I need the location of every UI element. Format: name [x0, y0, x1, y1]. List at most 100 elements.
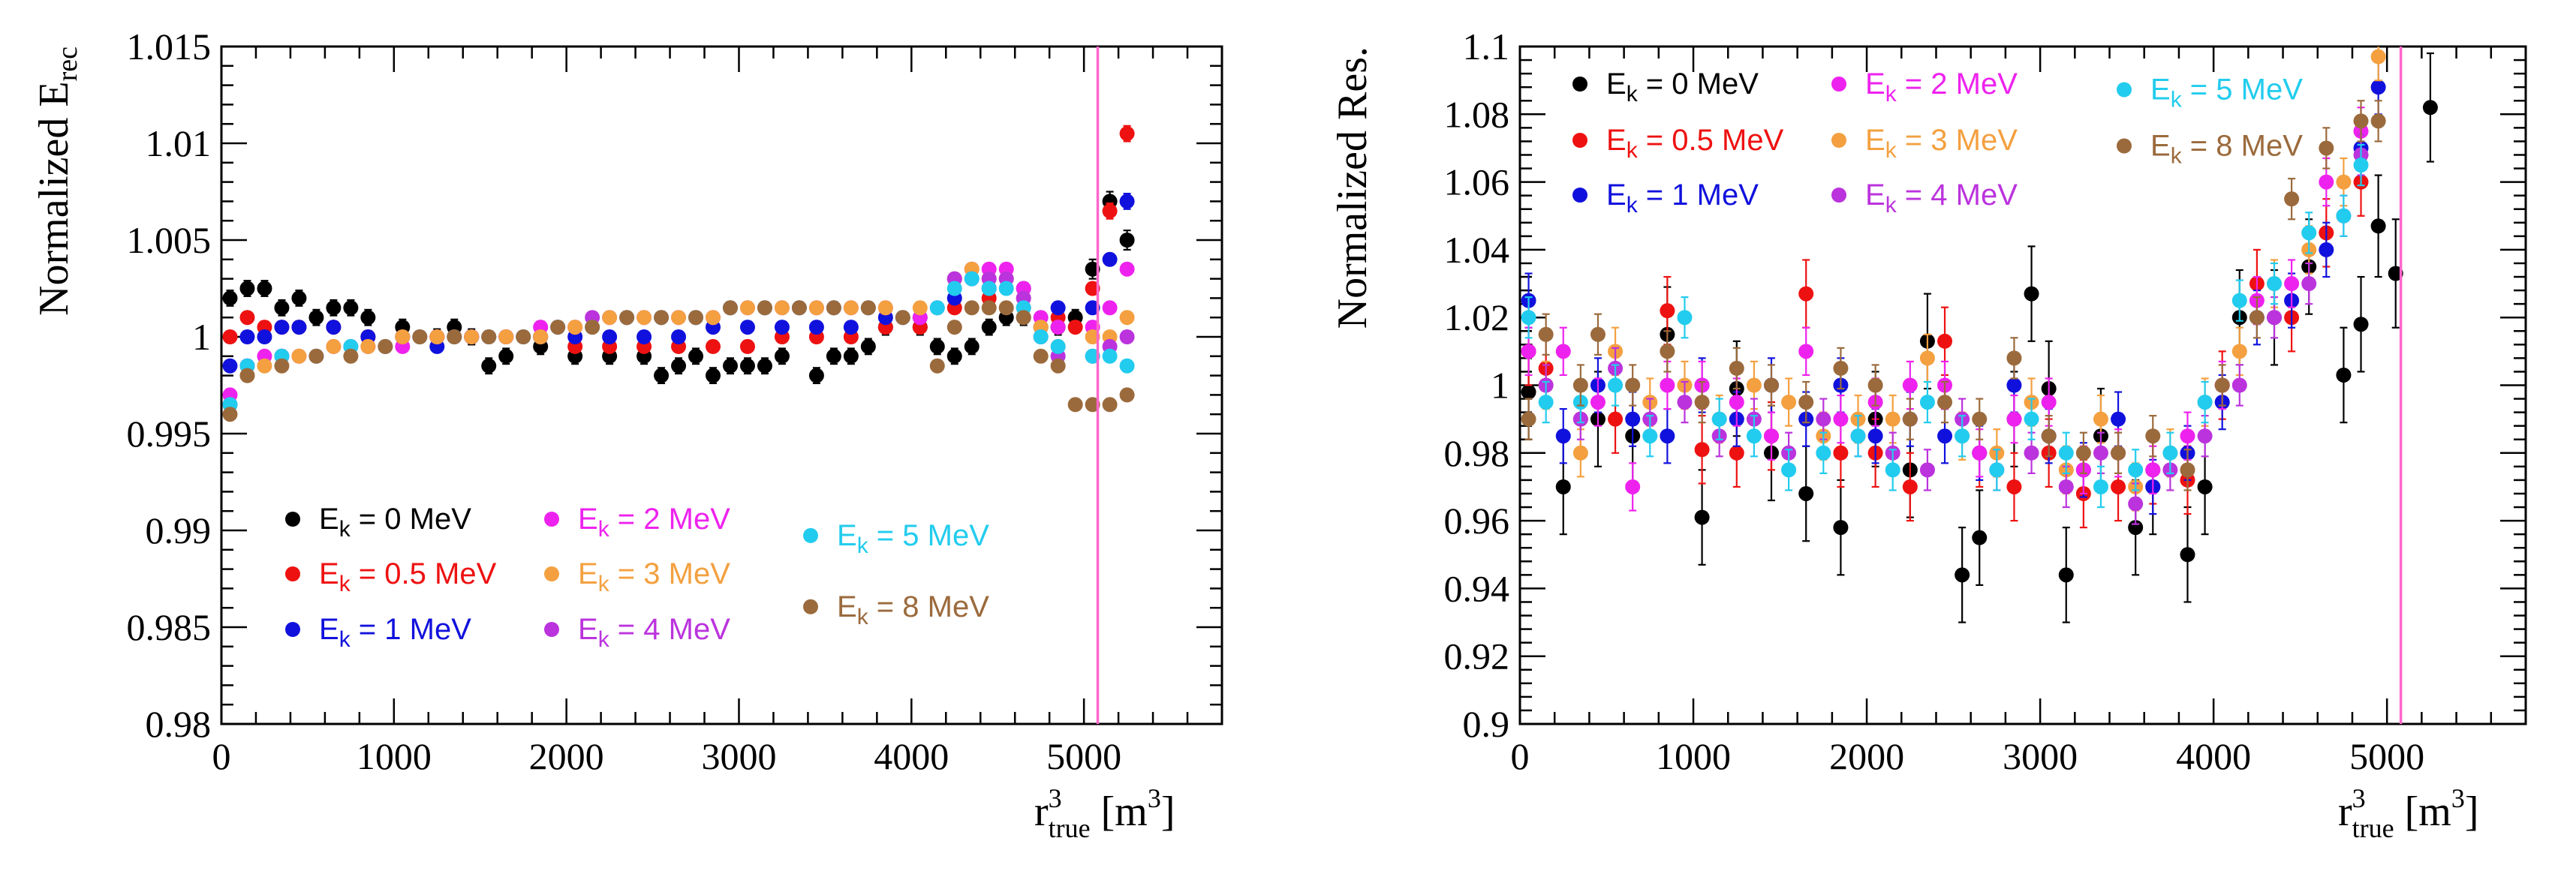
legend-value: 0.5 MeV	[384, 557, 496, 590]
legend-equals: =	[1638, 179, 1672, 212]
legend-subscript: k	[1885, 138, 1897, 163]
legend-prefix: E	[578, 503, 598, 536]
legend-label: Ek = 8 MeV	[837, 590, 989, 629]
data-point	[2058, 479, 2074, 494]
x-axis-title-superscript: 3	[1049, 783, 1062, 813]
data-point	[1833, 411, 1849, 427]
data-point	[343, 348, 359, 364]
legend-item: Ek = 8 MeV	[803, 590, 989, 629]
data-point	[1102, 300, 1118, 316]
y-tick-label: 1.005	[127, 219, 212, 261]
left-panel-energy-scale: 0.98 0.985 0.99 0.995 1 1.005 1.01 1.015 0 1000 20…	[31, 26, 1223, 843]
data-point	[326, 300, 342, 316]
legend-equals: =	[2182, 130, 2216, 163]
data-point	[2111, 445, 2126, 461]
legend-item: Ek = 2 MeV	[544, 503, 730, 542]
data-point	[326, 338, 342, 354]
legend-prefix: E	[319, 613, 339, 646]
legend-subscript: k	[2171, 144, 2183, 169]
data-point	[2214, 377, 2230, 393]
data-point	[2370, 218, 2386, 234]
data-point	[274, 358, 290, 374]
data-point	[257, 358, 272, 374]
data-point	[602, 329, 618, 344]
legend-label: Ek = 1 MeV	[1606, 179, 1759, 218]
legend-label: Ek = 4 MeV	[1865, 179, 2018, 218]
legend-marker	[803, 599, 818, 614]
data-point	[1625, 479, 1641, 494]
data-point	[1850, 428, 1866, 444]
data-point	[843, 348, 859, 364]
data-point	[757, 300, 772, 316]
data-point	[929, 358, 945, 374]
y-tick-label: 1.06	[1444, 161, 1510, 203]
data-point	[1538, 326, 1554, 342]
x-axis-title-units: [m	[1091, 788, 1148, 835]
legend-subscript: k	[1627, 138, 1639, 163]
data-point	[2041, 395, 2057, 410]
data-layer	[1521, 47, 2438, 623]
legend-marker	[1831, 188, 1846, 203]
y-tick-label: 0.92	[1444, 635, 1510, 677]
data-point	[1538, 395, 1554, 410]
legend-subscript: k	[1627, 193, 1639, 218]
data-point	[1555, 344, 1571, 359]
data-point	[360, 310, 376, 326]
data-point	[1694, 395, 1710, 410]
x-axis-title-units-superscript: 3	[1148, 783, 1161, 813]
data-point	[981, 320, 997, 335]
legend-marker	[2117, 138, 2132, 154]
data-point	[533, 329, 549, 344]
data-point	[1937, 428, 1953, 444]
data-point	[998, 300, 1014, 316]
legend-item: Ek = 0.5 MeV	[285, 557, 497, 596]
data-point	[1521, 344, 1536, 359]
data-point	[1085, 261, 1100, 277]
data-point	[2197, 428, 2213, 444]
data-point	[929, 300, 945, 316]
data-point	[516, 329, 531, 344]
legend-label: Ek = 0.5 MeV	[319, 557, 497, 596]
data-point	[239, 281, 255, 296]
y-axis-title-subscript: rec	[52, 47, 83, 81]
y-tick-label: 0.96	[1444, 500, 1510, 542]
data-point	[1033, 348, 1049, 364]
data-point	[602, 310, 618, 326]
legend-prefix: E	[578, 557, 598, 590]
data-point	[1919, 462, 1935, 478]
data-point	[791, 300, 807, 316]
data-point	[1642, 428, 1658, 444]
y-tick-label: 0.98	[146, 703, 212, 745]
y-tick-label: 1.02	[1444, 296, 1510, 338]
data-point	[1085, 300, 1100, 316]
data-point	[1119, 126, 1135, 142]
legend-item: Ek = 0 MeV	[285, 503, 471, 542]
data-point	[912, 300, 928, 316]
data-point	[1781, 395, 1797, 410]
data-point	[1608, 377, 1624, 393]
data-point	[2319, 140, 2334, 156]
y-axis-title: Normalized Erec	[31, 47, 83, 316]
data-point	[1781, 462, 1797, 478]
data-point	[843, 320, 859, 335]
x-tick-label: 2000	[529, 735, 604, 777]
data-point	[688, 310, 704, 326]
data-point	[1085, 281, 1100, 296]
data-point	[1660, 344, 1675, 359]
legend-subscript: k	[339, 517, 351, 542]
data-point	[808, 320, 824, 335]
legend-marker	[1572, 133, 1587, 148]
data-point	[2370, 80, 2386, 95]
legend-value: 3 MeV	[643, 557, 730, 590]
y-tick-label: 1.1	[1463, 26, 1510, 68]
data-point	[2231, 377, 2247, 393]
data-point	[1833, 360, 1849, 376]
data-layer	[222, 125, 1135, 422]
data-point	[257, 281, 272, 296]
data-point	[843, 300, 859, 316]
data-point	[671, 329, 687, 344]
data-point	[1067, 397, 1083, 413]
data-point	[2370, 49, 2386, 65]
legend-label: Ek = 5 MeV	[2150, 74, 2303, 113]
